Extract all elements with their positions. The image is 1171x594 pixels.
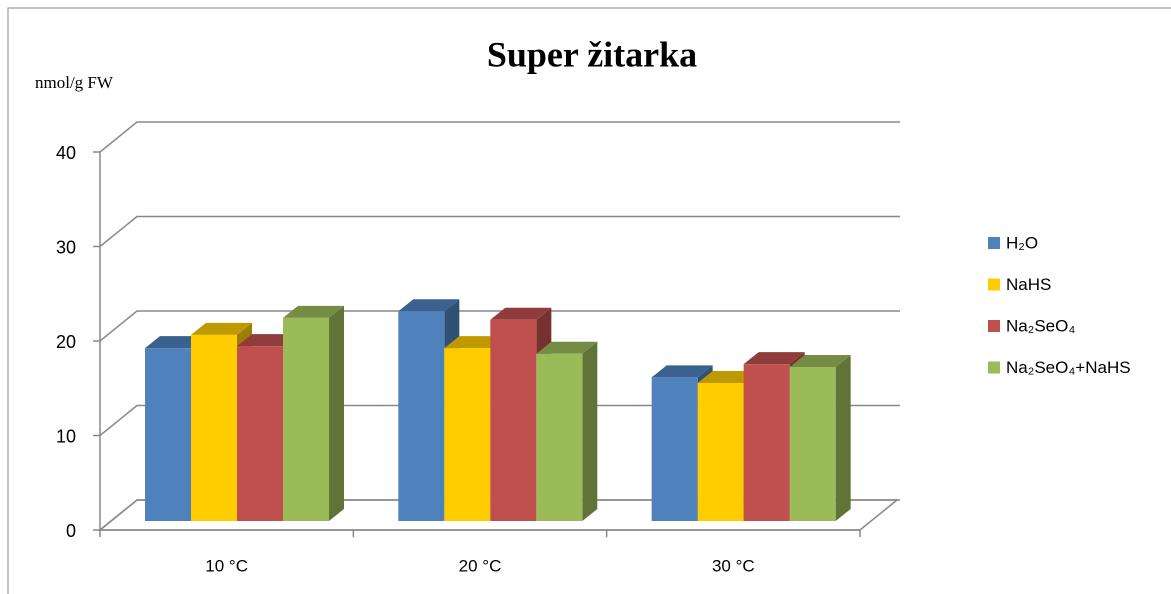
x-tick-label: 20 °C xyxy=(459,556,502,575)
bar-front xyxy=(237,346,283,521)
bar-top xyxy=(398,299,460,312)
bar-top xyxy=(490,307,552,320)
bar-top xyxy=(283,305,344,318)
bar-top xyxy=(536,341,598,354)
x-tick-label: 30 °C xyxy=(712,556,755,575)
bar-front xyxy=(398,311,445,521)
bar-top xyxy=(444,336,506,349)
legend-swatch xyxy=(988,320,1000,332)
bar-front xyxy=(490,319,537,521)
x-tick-label: 10 °C xyxy=(205,556,248,575)
bar-front xyxy=(536,353,583,521)
legend-label: Na₂SeO₄+NaHS xyxy=(1006,358,1131,377)
bar-front xyxy=(697,383,744,521)
grid-line xyxy=(99,404,900,437)
bar-front xyxy=(651,377,698,521)
bar xyxy=(789,354,851,521)
bar-front xyxy=(743,364,790,521)
grid-line xyxy=(99,121,900,153)
legend-label: H₂O xyxy=(1006,233,1038,252)
y-tick-label: 40 xyxy=(56,143,76,163)
bar-top xyxy=(697,371,759,384)
bar-top xyxy=(145,336,206,349)
bar-side xyxy=(835,354,851,521)
bar-top xyxy=(789,354,851,367)
grid-line xyxy=(99,310,900,342)
y-tick-label: 20 xyxy=(56,332,76,352)
legend-label: NaHS xyxy=(1006,275,1051,294)
y-axis-label: nmol/g FW xyxy=(35,73,114,92)
legend-swatch xyxy=(988,361,1000,374)
bar-top xyxy=(191,322,252,335)
bar-top xyxy=(743,352,805,365)
bar-top xyxy=(237,334,298,347)
bar-front xyxy=(444,348,491,521)
bar-front xyxy=(145,348,191,521)
y-tick-label: 30 xyxy=(56,237,76,257)
bar xyxy=(283,305,344,521)
bar-front xyxy=(191,334,237,521)
chart-title: Super žitarka xyxy=(487,34,697,74)
grid-line xyxy=(99,215,900,248)
grid-line xyxy=(99,499,900,531)
bar-front xyxy=(283,317,329,521)
bar-side xyxy=(582,341,598,521)
y-tick-label: 10 xyxy=(56,426,76,446)
legend-swatch xyxy=(988,237,1000,249)
legend-label: Na₂SeO₄ xyxy=(1006,316,1075,335)
bar-front xyxy=(789,366,836,521)
bar-top xyxy=(651,365,713,378)
bar xyxy=(536,341,598,521)
bar-side xyxy=(329,305,344,521)
y-tick-label: 0 xyxy=(66,521,76,541)
legend-swatch xyxy=(988,278,1000,291)
